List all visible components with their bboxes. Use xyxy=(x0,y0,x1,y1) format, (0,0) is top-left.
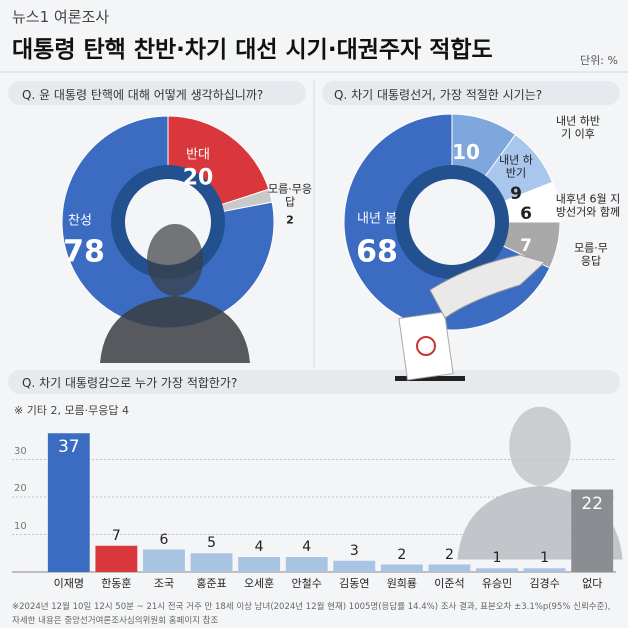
bar xyxy=(190,553,233,572)
bar xyxy=(428,564,471,572)
x-tick-label: 한동훈 xyxy=(101,577,132,590)
bar xyxy=(143,549,185,572)
value-label: 3 xyxy=(349,542,359,559)
note: ※ 기타 2, 모름·무응답 4 xyxy=(14,404,130,417)
value-label: 7 xyxy=(520,236,532,256)
value-label: 10 xyxy=(452,140,480,164)
value-label: 20 xyxy=(182,165,214,191)
value-label: 68 xyxy=(356,234,398,270)
x-tick-label: 원희룡 xyxy=(386,577,418,590)
value-label: 1 xyxy=(492,550,502,567)
photo-placeholder xyxy=(509,406,571,486)
x-tick-label: 없다 xyxy=(582,577,603,590)
slice-label: 모름·무응답 xyxy=(574,241,608,267)
x-tick-label: 이준석 xyxy=(434,577,465,590)
footnote: ※2024년 12월 10일 12시 50분 ~ 21시 전국 거주 만 18세… xyxy=(12,602,611,612)
ballot-box xyxy=(395,376,465,381)
question-box xyxy=(8,81,306,105)
value-label: 22 xyxy=(581,493,604,514)
footnote: 자세한 내용은 중앙선거여론조사심의위원회 홈페이지 참조 xyxy=(12,616,219,626)
bar xyxy=(238,557,281,572)
value-label: 2 xyxy=(286,213,294,227)
question: Q. 차기 대통령선거, 가장 적절한 시기는? xyxy=(334,88,543,102)
value-label: 4 xyxy=(302,539,312,555)
value-label: 4 xyxy=(254,539,264,555)
value-label: 5 xyxy=(207,535,216,552)
question-box xyxy=(322,81,620,105)
bar xyxy=(523,568,566,572)
value-label: 6 xyxy=(520,204,532,224)
ballot xyxy=(398,311,454,381)
slice-label: 모름·무응답 xyxy=(268,182,312,208)
bar xyxy=(95,545,138,572)
value-label: 37 xyxy=(57,437,80,458)
value-label: 78 xyxy=(63,234,105,270)
hand xyxy=(429,254,546,319)
slice-label: 찬성 xyxy=(68,213,92,229)
photo-placeholder xyxy=(100,296,250,363)
bar xyxy=(476,568,518,572)
value-label: 2 xyxy=(397,546,407,563)
slice-label: 내후년 6월 지방선거와 함께 xyxy=(555,192,621,218)
question-box xyxy=(8,370,620,394)
slice-label: 내년 하반기 xyxy=(499,153,533,179)
x-tick-label: 김경수 xyxy=(529,577,560,590)
slice-label: 내년 하반기 이후 xyxy=(556,114,600,140)
source: 뉴스1 여론조사 xyxy=(12,8,110,26)
question: Q. 차기 대통령감으로 누가 가장 적합한가? xyxy=(22,376,238,390)
ballot-stamp xyxy=(416,336,436,356)
value-label: 2 xyxy=(444,546,454,563)
bar xyxy=(285,557,328,572)
x-tick-label: 조국 xyxy=(153,577,175,590)
donut-hole xyxy=(409,179,495,265)
y-tick-label: 30 xyxy=(14,445,27,457)
value-label: 7 xyxy=(111,527,121,544)
question: Q. 윤 대통령 탄핵에 대해 어떻게 생각하십니까? xyxy=(22,88,264,102)
slice-label: 반대 xyxy=(186,147,210,163)
x-tick-label: 안철수 xyxy=(291,577,322,590)
value-label: 6 xyxy=(159,531,169,548)
x-tick-label: 오세훈 xyxy=(243,577,275,590)
bar xyxy=(380,564,423,572)
x-tick-label: 이재명 xyxy=(53,577,84,590)
slice-label: 내년 봄 xyxy=(356,211,398,227)
unit: 단위: % xyxy=(580,54,618,67)
y-tick-label: 20 xyxy=(14,483,27,494)
value-label: 9 xyxy=(510,184,522,204)
y-tick-label: 10 xyxy=(14,520,27,532)
x-tick-label: 김동연 xyxy=(339,577,370,590)
bar xyxy=(571,489,614,572)
x-tick-label: 유승민 xyxy=(481,577,513,590)
bar xyxy=(333,560,376,572)
bar xyxy=(47,433,90,572)
photo-placeholder xyxy=(147,224,203,296)
value-label: 1 xyxy=(540,550,550,567)
x-tick-label: 홍준표 xyxy=(196,577,227,590)
title: 대통령 탄핵 찬반·차기 대선 시기·대권주자 적합도 xyxy=(12,37,493,63)
